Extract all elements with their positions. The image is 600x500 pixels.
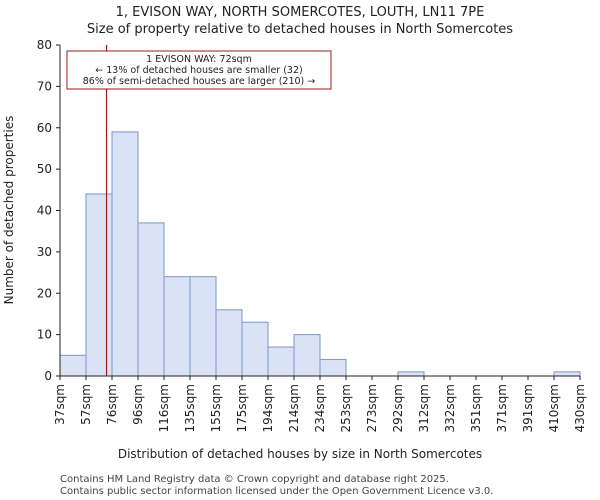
bar-96sqm bbox=[137, 222, 165, 377]
y-tick-label-30: 30 bbox=[37, 245, 52, 259]
y-tick-label-70: 70 bbox=[37, 79, 52, 93]
x-tick-label-332sqm: 332sqm bbox=[443, 384, 457, 432]
annotation-larger: 86% of semi-detached houses are larger (… bbox=[83, 76, 316, 87]
x-tick-label-391sqm: 391sqm bbox=[521, 384, 535, 432]
x-tick-label-253sqm: 253sqm bbox=[339, 384, 353, 432]
x-tick-label-96sqm: 96sqm bbox=[131, 384, 145, 425]
x-tick-label-371sqm: 371sqm bbox=[495, 384, 509, 432]
x-axis-label: Distribution of detached houses by size … bbox=[118, 447, 482, 461]
x-tick-label-214sqm: 214sqm bbox=[287, 384, 301, 432]
bar-194sqm bbox=[267, 346, 295, 377]
bar-234sqm bbox=[319, 358, 347, 377]
x-tick-label-175sqm: 175sqm bbox=[235, 384, 249, 432]
x-tick-label-410sqm: 410sqm bbox=[547, 384, 561, 432]
bar-292sqm bbox=[397, 371, 425, 377]
footer-line2: Contains public sector information licen… bbox=[60, 486, 493, 497]
bar-175sqm bbox=[241, 321, 269, 377]
y-tick-label-0: 0 bbox=[44, 369, 52, 383]
x-tick-label-351sqm: 351sqm bbox=[469, 384, 483, 432]
chart-title-line1: 1, EVISON WAY, NORTH SOMERCOTES, LOUTH, … bbox=[116, 5, 485, 20]
x-tick-label-37sqm: 37sqm bbox=[53, 384, 67, 425]
chart-title-line2: Size of property relative to detached ho… bbox=[87, 22, 513, 37]
y-tick-label-60: 60 bbox=[37, 121, 52, 135]
x-tick-label-194sqm: 194sqm bbox=[261, 384, 275, 432]
x-tick-label-273sqm: 273sqm bbox=[365, 384, 379, 432]
y-tick-label-80: 80 bbox=[37, 38, 52, 52]
bars-group bbox=[59, 131, 581, 377]
x-axis: 37sqm 57sqm 76sqm 96sqm 116sqm 135sqm 155sqm 17… bbox=[53, 375, 587, 432]
bar-214sqm bbox=[293, 334, 321, 377]
annotation-box-border bbox=[66, 50, 332, 90]
y-tick-label-50: 50 bbox=[37, 162, 52, 176]
annotation-box: 1 EVISON WAY: 72sqm ← 13% of detached ho… bbox=[66, 50, 332, 90]
y-axis: 0 10 20 30 40 50 60 70 80 bbox=[37, 38, 61, 383]
x-tick-label-292sqm: 292sqm bbox=[391, 384, 405, 432]
bar-116sqm bbox=[163, 276, 191, 377]
annotation-title: 1 EVISON WAY: 72sqm bbox=[146, 54, 252, 65]
bar-37sqm bbox=[59, 354, 87, 377]
y-tick-label-10: 10 bbox=[37, 328, 52, 342]
y-axis-label: Number of detached properties bbox=[2, 116, 16, 305]
x-tick-label-76sqm: 76sqm bbox=[105, 384, 119, 425]
bar-155sqm bbox=[215, 309, 243, 377]
x-tick-label-312sqm: 312sqm bbox=[417, 384, 431, 432]
x-tick-label-430sqm: 430sqm bbox=[573, 384, 587, 432]
footer-line1: Contains HM Land Registry data © Crown c… bbox=[60, 474, 449, 485]
y-tick-label-20: 20 bbox=[37, 286, 52, 300]
x-tick-label-234sqm: 234sqm bbox=[313, 384, 327, 432]
x-tick-label-116sqm: 116sqm bbox=[157, 384, 171, 432]
bar-57sqm bbox=[85, 193, 113, 377]
annotation-smaller: ← 13% of detached houses are smaller (32… bbox=[95, 65, 302, 76]
x-tick-label-57sqm: 57sqm bbox=[79, 384, 93, 425]
x-tick-label-135sqm: 135sqm bbox=[183, 384, 197, 432]
bar-76sqm bbox=[111, 131, 139, 377]
bar-135sqm bbox=[189, 276, 217, 377]
x-tick-label-155sqm: 155sqm bbox=[209, 384, 223, 432]
bar-410sqm bbox=[553, 371, 581, 377]
y-tick-label-40: 40 bbox=[37, 204, 52, 218]
